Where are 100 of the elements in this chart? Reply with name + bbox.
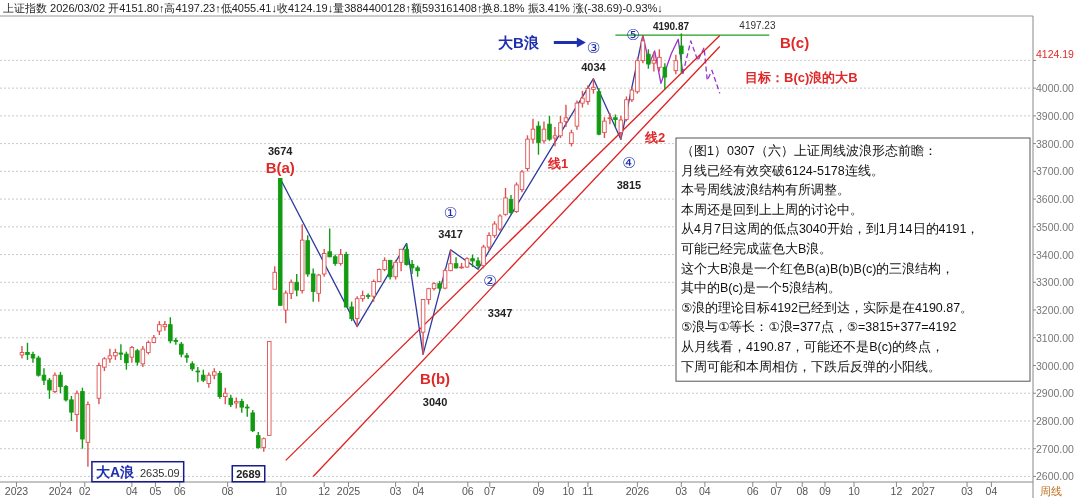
y-tick-label: 3000.00 xyxy=(1036,359,1075,372)
annotation: 2635.09 xyxy=(139,466,180,479)
x-tick-label: 12 xyxy=(890,485,903,497)
annotation: 4190.87 xyxy=(652,21,690,33)
candlestick xyxy=(217,370,223,400)
candlestick xyxy=(272,265,277,290)
x-tick-label: 09 xyxy=(532,485,545,497)
x-tick-label: 10 xyxy=(275,485,288,497)
y-tick-label: 2900.00 xyxy=(1036,387,1075,400)
x-tick-label: 04 xyxy=(985,485,998,497)
annotation: 3674 xyxy=(267,144,294,157)
annotation: 大A浪 xyxy=(95,463,136,480)
x-tick-label: 04 xyxy=(412,485,425,497)
x-tick-label: 08 xyxy=(221,485,234,497)
candlestick xyxy=(673,54,679,75)
annotation: 目标：B(c)浪的大B xyxy=(745,70,858,85)
y-tick-label: 4000.00 xyxy=(1036,82,1075,95)
annotation: 从月线看，4190.87，可能还不是B(c)的终点， xyxy=(681,340,945,354)
y-tick-label: 2700.00 xyxy=(1036,442,1075,455)
candlestick xyxy=(184,352,190,364)
y-tick-label: 3700.00 xyxy=(1036,165,1075,178)
annotation: ③ xyxy=(586,38,601,56)
y-tick-label: 3100.00 xyxy=(1036,331,1075,344)
x-tick-label: 07 xyxy=(770,485,783,497)
annotation: B(c) xyxy=(780,34,810,51)
x-tick-label: 05 xyxy=(149,485,162,497)
y-tick-label: 2600.00 xyxy=(1036,470,1075,483)
x-tick-label: 06 xyxy=(746,485,759,497)
annotation: 线1 xyxy=(547,156,569,171)
text: 周线 xyxy=(1040,485,1062,497)
x-tick-label: 06 xyxy=(173,485,186,497)
annotation: ⑤浪的理论目标4192已经到达，实际是在4190.87。 xyxy=(681,299,974,315)
y-tick-label: 3200.00 xyxy=(1036,304,1075,317)
annotation: （图1）0307（六）上证周线波浪形态前瞻： xyxy=(681,143,937,158)
annotation: 3347 xyxy=(487,307,513,320)
annotation: 月线已经有效突破6124-5178连线。 xyxy=(681,163,884,178)
x-tick-label: 2027 xyxy=(911,485,935,497)
x-tick-label: 2026 xyxy=(625,485,650,497)
annotation: 大B浪 xyxy=(498,34,540,51)
candlestick xyxy=(602,116,607,139)
y-tick-label: 2800.00 xyxy=(1036,414,1075,427)
x-tick-label: 03 xyxy=(675,485,688,497)
x-tick-label: 04 xyxy=(699,485,711,497)
x-tick-label: 06 xyxy=(461,485,474,497)
candlestick xyxy=(387,259,393,281)
candlestick xyxy=(536,120,541,156)
candlestick xyxy=(294,273,299,297)
annotation: B(a) xyxy=(265,158,295,176)
y-tick-label: 3800.00 xyxy=(1036,137,1075,150)
candlestick xyxy=(365,292,371,300)
x-tick-label: 2025 xyxy=(336,485,361,497)
candlestick xyxy=(52,371,58,394)
annotation: 3417 xyxy=(438,227,463,240)
annotation: ④ xyxy=(622,154,636,172)
annotation: 这个大B浪是一个红色B(a)B(b)B(c)的三浪结构， xyxy=(681,260,955,276)
annotation: ⑤浪与①等长：①浪=377点，⑤=3815+377=4192 xyxy=(681,319,957,335)
x-tick-label: 10 xyxy=(562,485,575,497)
x-tick-label: 07 xyxy=(483,485,496,497)
annotation: 从4月7日这周的低点3040开始，到1月14日的4191， xyxy=(681,222,980,237)
x-tick-label: 03 xyxy=(389,485,402,497)
x-tick-label: 2023 xyxy=(4,485,29,497)
x-tick-label: 03 xyxy=(961,485,974,497)
candlestick xyxy=(662,62,668,91)
y-tick-label: 3500.00 xyxy=(1036,220,1075,233)
candlestick xyxy=(250,409,256,433)
annotation: 4197.23 xyxy=(739,20,776,32)
y-tick-label: 3600.00 xyxy=(1036,193,1075,206)
candlestick xyxy=(503,187,508,217)
annotation: 本周还是回到上上周的讨论中。 xyxy=(681,202,863,217)
annotation: 线2 xyxy=(644,130,666,145)
x-tick-label: 08 xyxy=(796,485,809,497)
x-tick-label: 09 xyxy=(819,485,831,497)
x-tick-label: 2024 xyxy=(48,485,73,497)
annotation: 4034 xyxy=(581,60,607,73)
x-tick-label: 04 xyxy=(126,485,138,497)
annotation: 3040 xyxy=(422,396,448,409)
candlestick xyxy=(607,112,613,125)
annotation: ② xyxy=(483,272,497,290)
annotation: 可能已经完成蓝色大B浪。 xyxy=(681,241,833,256)
x-tick-label: 10 xyxy=(848,485,861,497)
candlestick xyxy=(74,389,80,433)
annotation: ① xyxy=(443,203,458,221)
candlestick xyxy=(547,115,552,142)
x-tick-label: 12 xyxy=(318,485,331,497)
y-tick-label: 3400.00 xyxy=(1036,248,1075,261)
candlestick xyxy=(19,345,25,360)
y-tick-label: 3300.00 xyxy=(1036,276,1075,289)
annotation: 2689 xyxy=(236,467,261,480)
candlestick xyxy=(646,48,651,70)
chart-title: 上证指数 2026/03/02 开4151.80↑高4197.23↑低4055.41↓收4124.19↓量3884400128↑额593161408↑换8.18% 振3.41% 涨(-38.69)-0.93%↓ xyxy=(3,2,663,14)
y-tick-label: 3900.00 xyxy=(1036,109,1075,122)
candlestick xyxy=(195,366,201,383)
annotation: 本号周线波浪结构有所调整。 xyxy=(681,182,850,198)
x-tick-label: 11 xyxy=(582,485,594,497)
annotation: 其中的B(c)是一个5浪结构。 xyxy=(681,280,841,296)
annotation: 下周可能和本周相仿，下跌后反弹的小阳线。 xyxy=(681,359,941,374)
candlestick xyxy=(508,194,514,216)
x-tick-label: 02 xyxy=(78,485,91,497)
annotation: B(b) xyxy=(420,370,451,388)
candlestick xyxy=(563,104,569,128)
